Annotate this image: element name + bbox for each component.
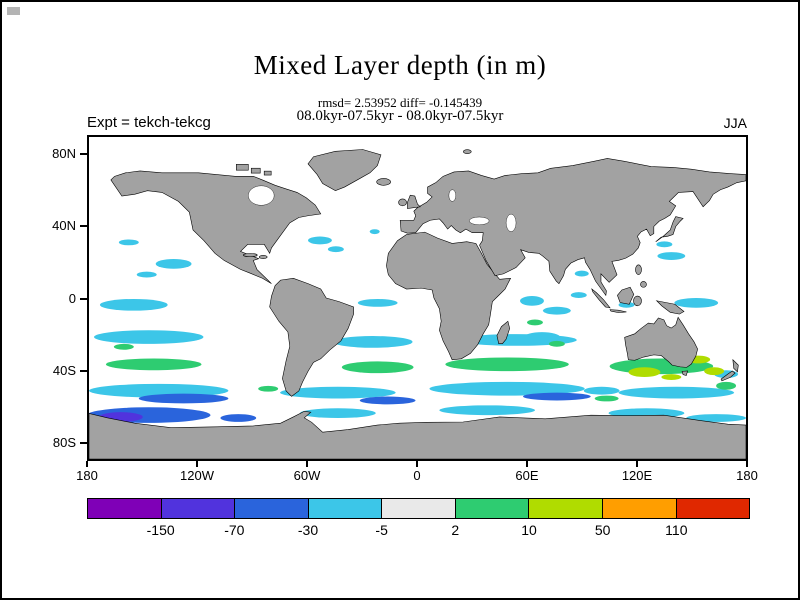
landmass-australia — [624, 316, 698, 368]
landmass-hispaniola — [258, 255, 268, 259]
landmass-luzon — [635, 264, 642, 275]
hudson-bay — [248, 185, 275, 206]
lon-tick — [196, 461, 198, 467]
colorbar-tick-label: 110 — [665, 522, 688, 538]
colorbar-tick-label: 50 — [594, 522, 611, 538]
colorbar-tick-label: 10 — [521, 522, 537, 538]
continents — [89, 149, 746, 459]
lon-tick-label: 180 — [736, 468, 758, 483]
lat-tick-label: 80N — [52, 146, 76, 161]
experiment-label: Expt = tekch-tekcg — [87, 114, 211, 131]
landmass-ireland — [398, 198, 407, 207]
colorbar-tick-label: -30 — [297, 522, 319, 538]
landmass-arctic-islands — [263, 170, 272, 176]
corner-artifact — [7, 7, 20, 15]
landmass-new-zealand-north — [732, 358, 739, 373]
lat-tick-label: 80S — [52, 435, 76, 450]
colorbar-segment — [602, 499, 677, 518]
lat-tick-label: 0 — [68, 291, 76, 306]
colorbar-tick-label: 2 — [451, 522, 460, 538]
lon-tick-label: 60E — [515, 468, 539, 483]
world-map — [89, 137, 746, 459]
lon-tick-label: 120W — [180, 468, 214, 483]
landmass-arctic-islands — [250, 167, 261, 174]
lon-tick-label: 60W — [293, 468, 321, 483]
landmass-java — [609, 309, 627, 313]
season-label: JJA — [723, 115, 747, 131]
colorbar-segment — [676, 499, 750, 518]
lat-tick-label: 40N — [52, 218, 76, 233]
landmass-eurasia — [399, 158, 746, 297]
colorbar-segment — [529, 499, 603, 518]
colorbar-tick-label: -70 — [224, 522, 245, 538]
landmass-antarctica — [89, 410, 746, 459]
landmass-africa — [386, 231, 512, 361]
colorbar-segment — [308, 499, 383, 518]
lon-tick-label: 120E — [621, 468, 653, 483]
landmass-cuba — [242, 253, 258, 257]
colorbar-labels: -150 -70 -30 -5 2 10 50 110 — [87, 522, 750, 540]
lat-tick — [80, 225, 87, 227]
map-frame — [87, 135, 748, 461]
colorbar-segment — [88, 499, 162, 518]
lat-tick-label: 40S — [52, 363, 76, 378]
landmass-sulawesi — [633, 295, 642, 307]
landmass-sumatra — [591, 288, 611, 309]
landmass-mindanao — [640, 281, 647, 288]
lat-tick — [80, 370, 87, 372]
landmass-greenland — [307, 149, 382, 191]
anomaly-patches — [89, 229, 746, 423]
baltic-sea — [448, 189, 457, 202]
colorbar-tick-label: -5 — [375, 522, 388, 538]
lon-tick-label: 0 — [413, 468, 421, 483]
lon-tick — [416, 461, 418, 467]
black-sea — [469, 216, 490, 226]
colorbar-tick-label: -150 — [146, 522, 175, 538]
lon-tick-label: 180 — [76, 468, 98, 483]
colorbar — [87, 498, 750, 519]
landmass-tasmania — [681, 370, 688, 376]
lat-tick — [80, 153, 87, 155]
lon-tick — [86, 461, 88, 467]
landmass-new-guinea — [655, 300, 685, 315]
landmass-britain — [407, 194, 421, 209]
landmass-new-zealand-south — [720, 370, 736, 382]
landmass-iceland — [376, 178, 391, 186]
lon-tick — [746, 461, 748, 467]
lat-tick — [80, 442, 87, 444]
lat-tick — [80, 298, 87, 300]
page-title: Mixed Layer depth (in m) — [253, 50, 547, 80]
colorbar-segment — [455, 499, 530, 518]
landmass-madagascar — [496, 320, 510, 344]
stats-line: rmsd= 2.53952 diff= -0.145439 — [317, 95, 483, 110]
landmass-south-america — [269, 277, 354, 397]
landmass-svalbard — [462, 149, 472, 154]
colorbar-segment — [235, 499, 309, 518]
lon-tick — [306, 461, 308, 467]
lon-tick — [636, 461, 638, 467]
colorbar-segment — [382, 499, 456, 518]
landmass-japan — [655, 216, 684, 242]
comparison-line: 08.0kyr-07.5kyr - 08.0kyr-07.5kyr — [296, 108, 504, 124]
caspian-sea — [505, 213, 517, 232]
colorbar-segment — [161, 499, 236, 518]
landmass-arctic-islands — [236, 164, 249, 171]
landmass-borneo — [617, 286, 635, 305]
lon-tick — [526, 461, 528, 467]
